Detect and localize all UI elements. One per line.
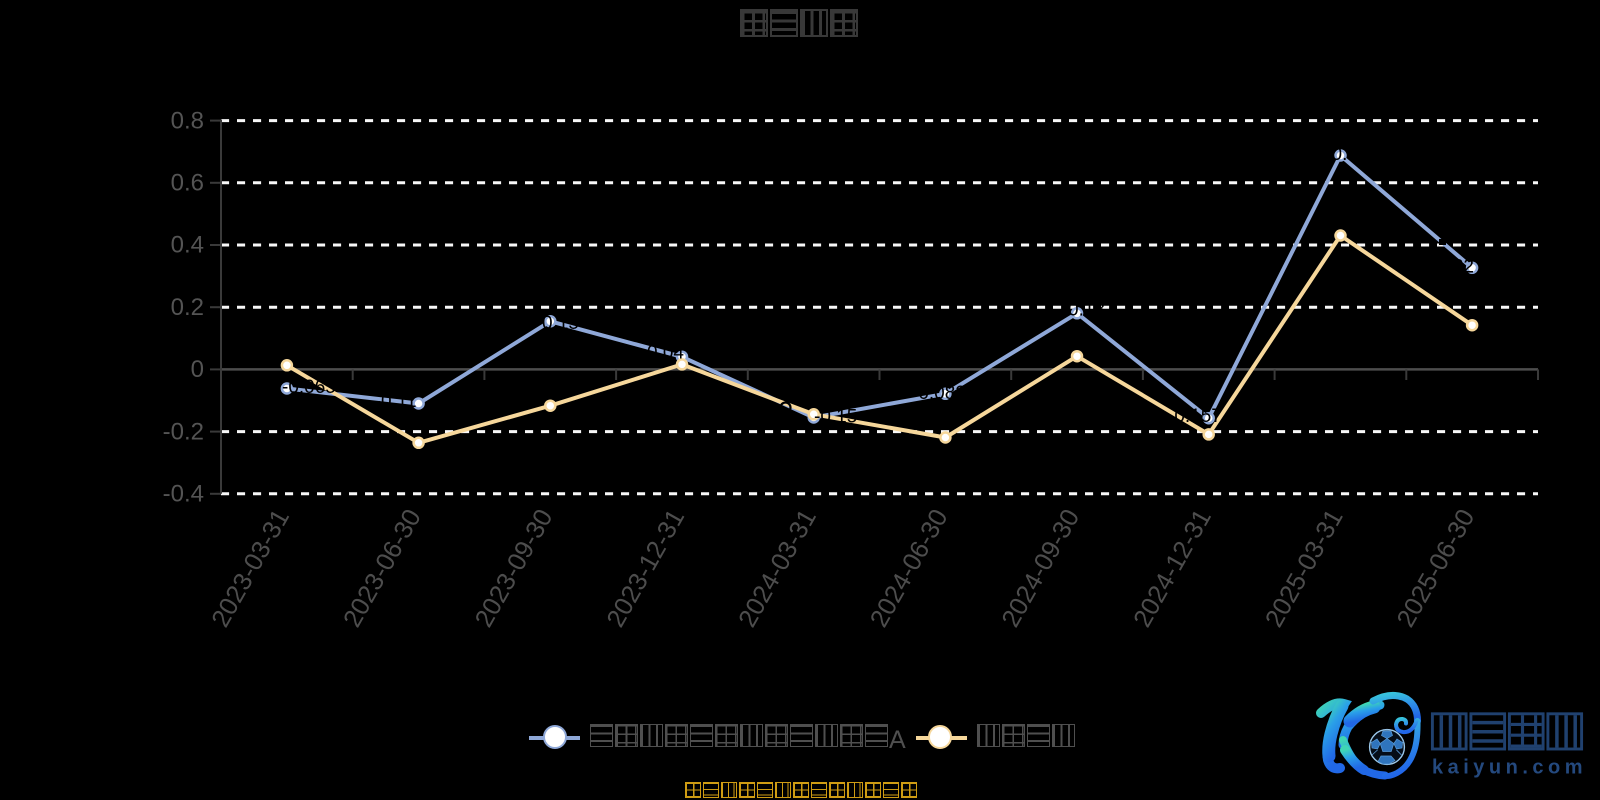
svg-text:2023-09-30: 2023-09-30 (470, 505, 559, 632)
svg-text:-0.082: -0.082 (912, 383, 966, 404)
svg-text:-0.065: -0.065 (282, 377, 336, 398)
svg-text:0.32: 0.32 (1437, 257, 1474, 278)
svg-text:0.18: 0.18 (1068, 300, 1105, 321)
svg-text:0.15: 0.15 (542, 313, 579, 334)
svg-text:0.4: 0.4 (171, 232, 204, 259)
svg-text:-0.2: -0.2 (163, 418, 204, 445)
svg-text:2024-12-31: 2024-12-31 (1128, 505, 1217, 632)
svg-text:2024-03-31: 2024-03-31 (733, 505, 822, 632)
svg-text:0.8: 0.8 (171, 107, 204, 134)
svg-text:0.04: 0.04 (647, 343, 684, 364)
svg-text:2024-06-30: 2024-06-30 (865, 505, 954, 632)
svg-text:-0.157: -0.157 (1168, 406, 1222, 427)
svg-text:2023-03-31: 2023-03-31 (207, 505, 296, 632)
svg-text:-0.4: -0.4 (163, 481, 204, 508)
svg-text:-0.15: -0.15 (814, 406, 857, 427)
svg-text:-0.11: -0.11 (375, 391, 417, 412)
svg-text:2025-06-30: 2025-06-30 (1392, 505, 1481, 632)
svg-text:2024-09-30: 2024-09-30 (997, 505, 1086, 632)
svg-text:0.6: 0.6 (171, 170, 204, 197)
svg-text:0.2: 0.2 (171, 294, 204, 321)
svg-text:2025-03-31: 2025-03-31 (1260, 505, 1349, 632)
svg-text:0.69: 0.69 (1332, 144, 1369, 165)
svg-text:kaiyun.com: kaiyun.com (1432, 757, 1587, 779)
svg-text:0: 0 (191, 356, 204, 383)
svg-text:2023-06-30: 2023-06-30 (338, 505, 427, 632)
svg-text:2023-12-31: 2023-12-31 (602, 505, 691, 632)
